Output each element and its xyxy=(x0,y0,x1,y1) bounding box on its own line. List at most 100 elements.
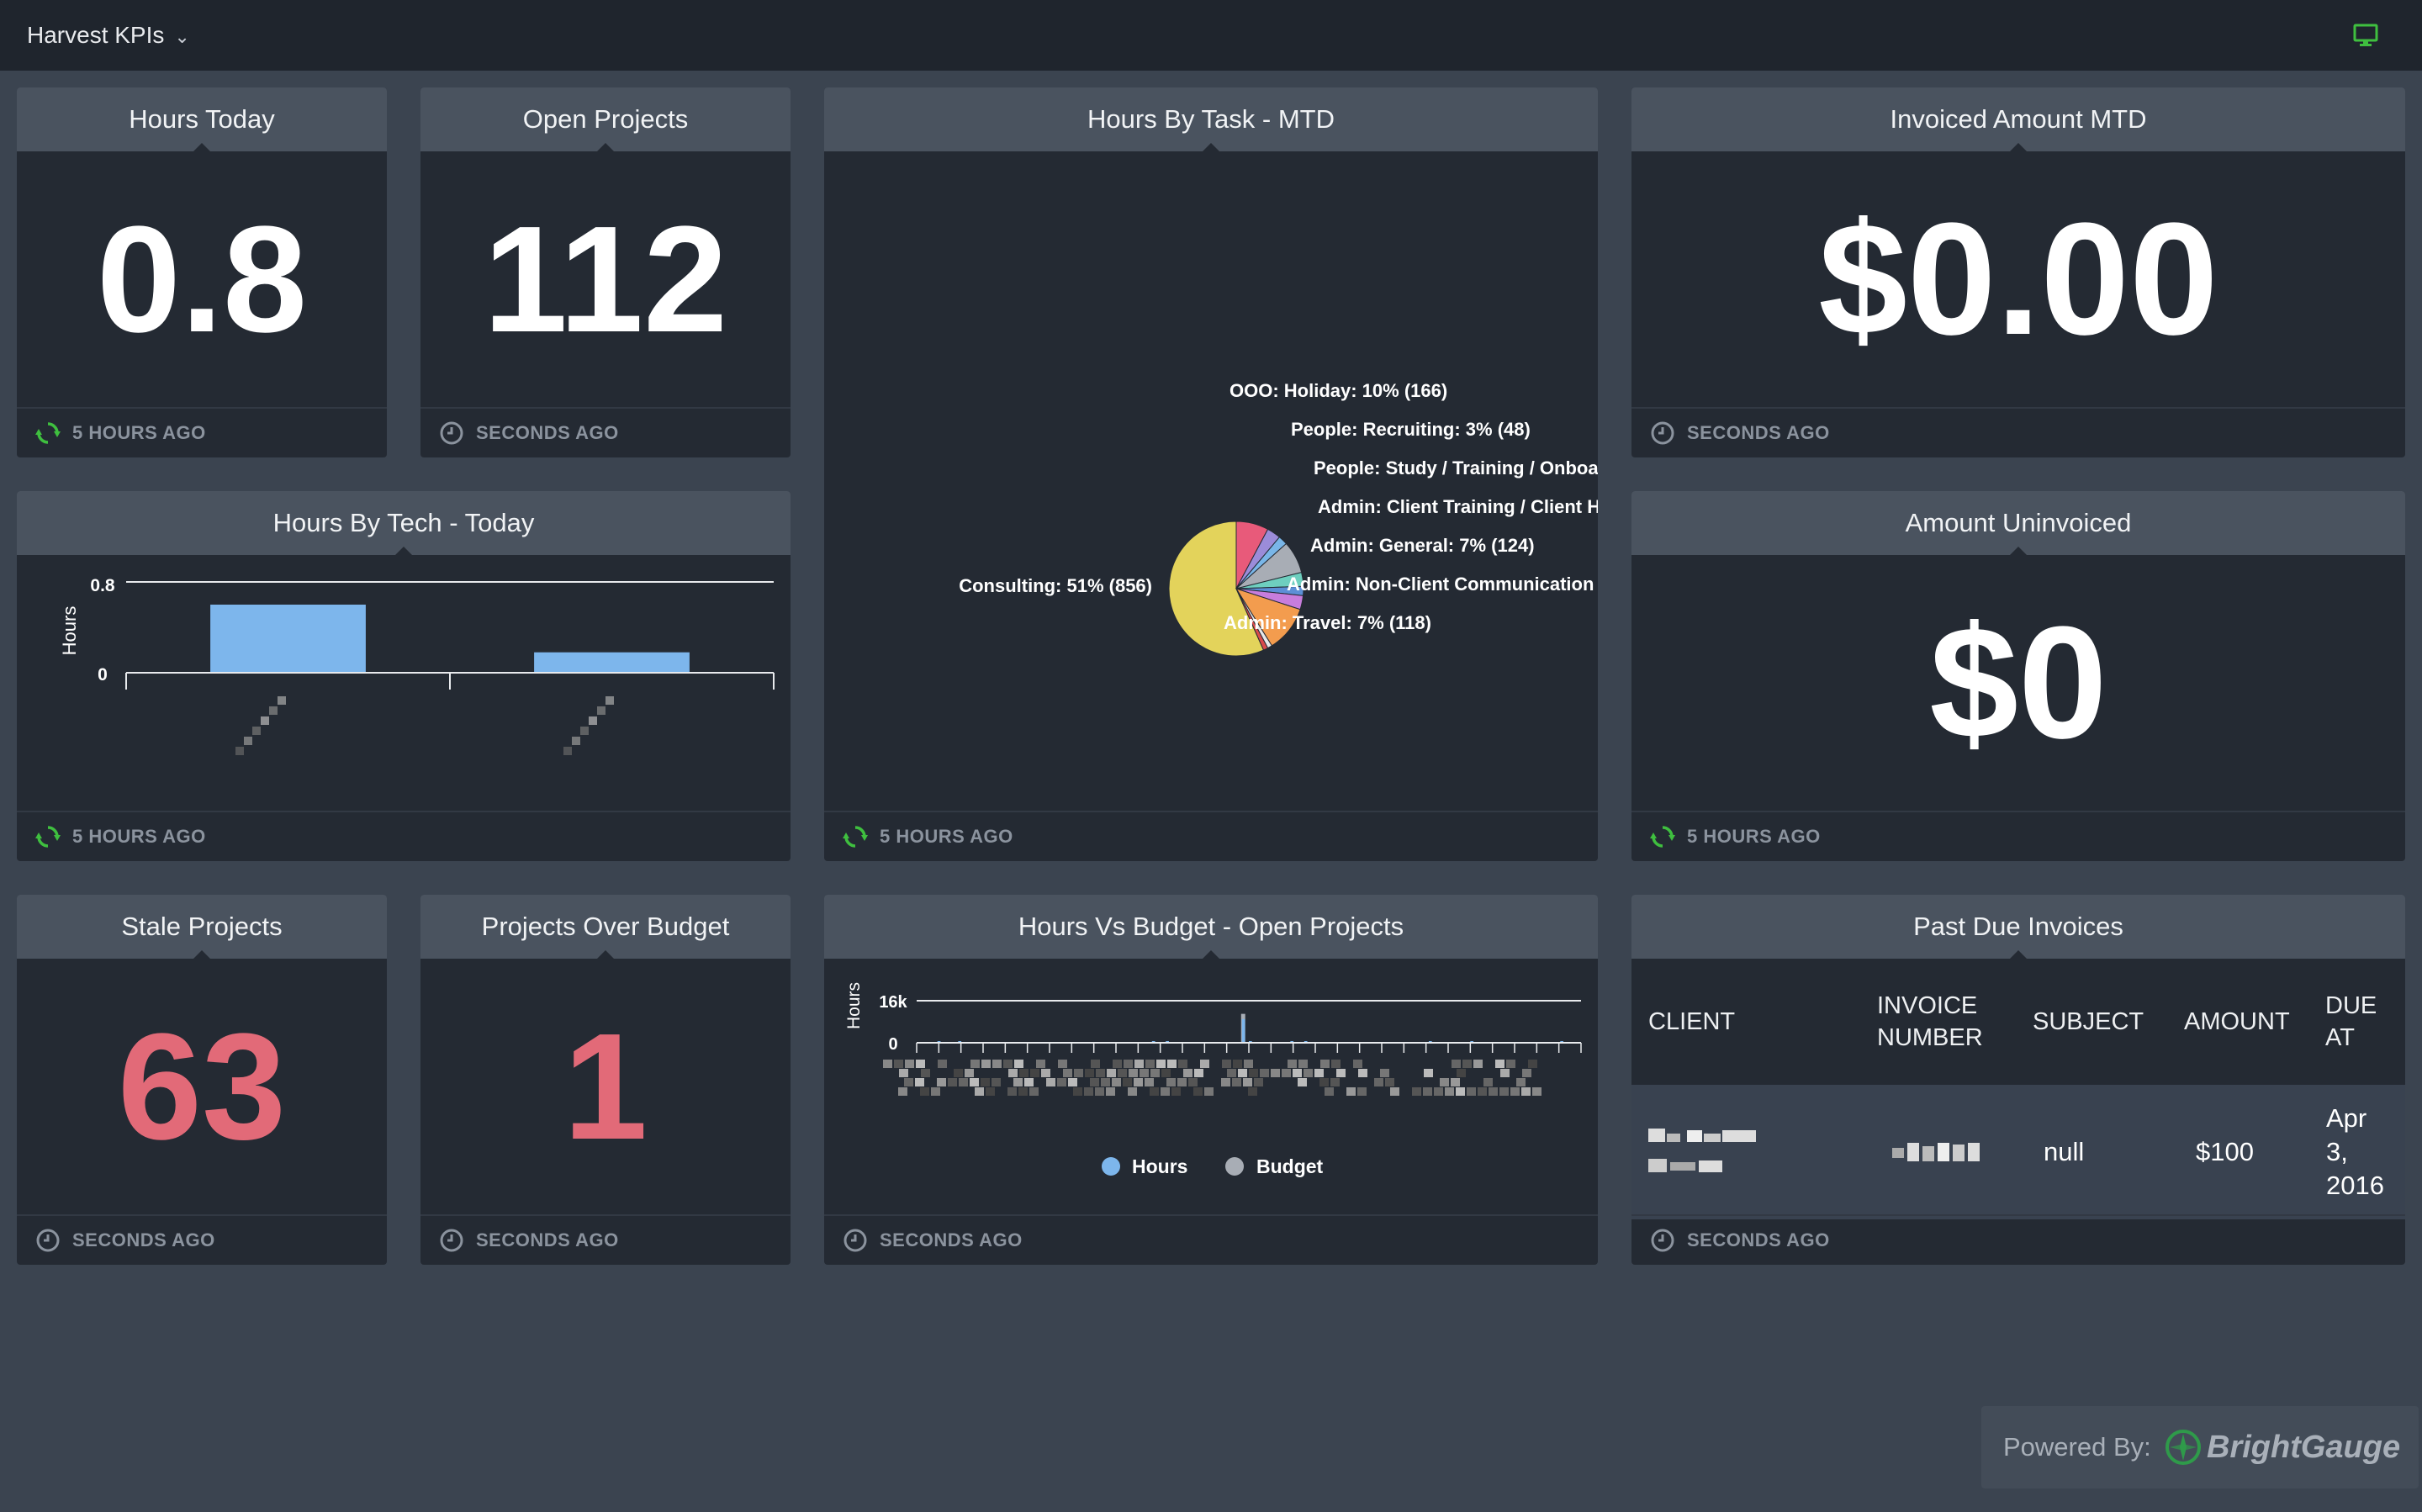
pie-slice[interactable] xyxy=(1168,521,1265,657)
redacted-pixel xyxy=(1013,1078,1023,1086)
redacted-pixel xyxy=(937,1078,946,1086)
redacted-pixel xyxy=(938,1060,947,1068)
widget-footer: SECONDS AGO xyxy=(420,407,791,457)
widget-title: Invoiced Amount MTD xyxy=(1631,87,2405,152)
redacted-pixel xyxy=(1090,1078,1099,1086)
col-client[interactable]: CLIENT xyxy=(1648,1008,1736,1035)
redacted-pixel xyxy=(1495,1060,1504,1068)
clock-icon xyxy=(440,421,463,445)
redacted-pixel xyxy=(981,1078,990,1086)
widget-title: Past Due Invoices xyxy=(1631,895,2405,960)
redacted-pixel xyxy=(1107,1069,1116,1077)
hours-bar[interactable] xyxy=(1241,1018,1245,1043)
redacted-pixel xyxy=(1271,1069,1280,1077)
redacted-pixel xyxy=(1238,1069,1247,1077)
redacted-pixel xyxy=(1193,1087,1203,1096)
col-amount[interactable]: AMOUNT xyxy=(2184,1008,2290,1035)
redacted-pixel xyxy=(1390,1087,1399,1096)
redacted-pixel xyxy=(1113,1060,1122,1068)
clock-icon xyxy=(843,1229,867,1252)
redacted-pixel xyxy=(1096,1069,1105,1077)
redacted-pixel xyxy=(883,1060,892,1068)
redacted-pixel xyxy=(1124,1060,1133,1068)
redacted-pixel xyxy=(1166,1078,1176,1086)
monitor-icon[interactable] xyxy=(2352,22,2379,49)
col-subject[interactable]: SUBJECT xyxy=(2033,1008,2144,1035)
widget-open-projects[interactable]: Open Projects 112 SECONDS AGO xyxy=(420,87,791,457)
redacted-pixel xyxy=(959,1078,968,1086)
col-due-at[interactable]: DUE AT xyxy=(2325,992,2377,1051)
redacted-pixel xyxy=(1254,1078,1263,1086)
widget-invoiced-amount[interactable]: Invoiced Amount MTD $0.00 SECONDS AGO xyxy=(1631,87,2405,457)
widget-stale-projects[interactable]: Stale Projects 63 SECONDS AGO xyxy=(17,895,387,1265)
widget-past-due-invoices[interactable]: Past Due Invoices CLIENT INVOICE NUMBER … xyxy=(1631,895,2405,1265)
redacted-pixel xyxy=(920,1087,929,1096)
redacted-pixel xyxy=(1019,1069,1029,1077)
redacted-pixel xyxy=(904,1078,913,1086)
pie-label-travel: Admin: Travel: 7% (118) xyxy=(1224,612,1431,633)
widget-amount-uninvoiced[interactable]: Amount Uninvoiced $0 5 HOURS AGO xyxy=(1631,491,2405,861)
kpi-value: 0.8 xyxy=(96,194,308,364)
widget-hours-today[interactable]: Hours Today 0.8 5 HOURS AGO xyxy=(17,87,387,457)
redacted-pixel xyxy=(986,1087,995,1096)
redacted-pixel xyxy=(1380,1069,1389,1077)
redacted-pixel xyxy=(1304,1069,1313,1077)
redacted-pixel xyxy=(1331,1060,1341,1068)
y-tick-zero: 0 xyxy=(98,665,108,685)
widget-hours-by-task[interactable]: Hours By Task - MTD Consulting: 51% (856… xyxy=(824,87,1598,861)
table-row[interactable]: null $100 Apr 3, 2016 xyxy=(1631,1085,2405,1219)
updated-time: 5 HOURS AGO xyxy=(1687,826,1821,847)
redacted-pixel xyxy=(915,1078,924,1086)
chevron-down-icon: ⌄ xyxy=(174,26,190,47)
redacted-pixel xyxy=(1129,1069,1138,1077)
col-invoice-number[interactable]: INVOICE NUMBER xyxy=(1877,992,1983,1051)
redacted-pixel xyxy=(1095,1087,1104,1096)
redacted-category-labels xyxy=(883,1060,1542,1096)
redacted-pixel xyxy=(1150,1069,1160,1077)
redacted-pixel xyxy=(1353,1060,1362,1068)
widget-projects-over-budget[interactable]: Projects Over Budget 1 SECONDS AGO xyxy=(420,895,791,1265)
redacted-pixel xyxy=(1171,1087,1181,1096)
bar[interactable] xyxy=(534,652,690,673)
redacted-pixel xyxy=(898,1087,907,1096)
y-axis-label: Hours xyxy=(844,982,864,1029)
legend-hours[interactable]: Hours xyxy=(1132,1155,1187,1177)
kpi-value: $0.00 xyxy=(1818,190,2218,368)
widget-title: Open Projects xyxy=(420,87,791,152)
widget-title: Hours By Tech - Today xyxy=(17,491,791,556)
pie-label-client-training: Admin: Client Training / Client Ha xyxy=(1318,496,1598,517)
legend-budget[interactable]: Budget xyxy=(1256,1155,1324,1177)
redacted-pixel xyxy=(1233,1060,1242,1068)
redacted-pixel xyxy=(1041,1069,1050,1077)
updated-time: 5 HOURS AGO xyxy=(72,422,206,443)
redacted-pixel xyxy=(1167,1060,1177,1068)
widget-hours-by-tech[interactable]: Hours By Tech - Today Hours 0.8 0 5 HOUR xyxy=(17,491,791,861)
updated-time: 5 HOURS AGO xyxy=(72,826,206,847)
redacted-pixel xyxy=(1445,1087,1454,1096)
redacted-pixel xyxy=(1434,1087,1443,1096)
kpi-value: 63 xyxy=(117,1002,287,1171)
pie-slice[interactable] xyxy=(1235,588,1269,651)
redacted-pixel xyxy=(1161,1087,1170,1096)
kpi-value: 112 xyxy=(483,194,728,364)
redacted-pixel xyxy=(1123,1078,1132,1086)
powered-by-badge[interactable]: Powered By: BrightGauge xyxy=(1981,1406,2419,1488)
widget-footer: SECONDS AGO xyxy=(17,1214,387,1265)
cell-subject: null xyxy=(2044,1137,2085,1166)
redacted-pixel xyxy=(1336,1069,1346,1077)
redacted-pixel xyxy=(954,1069,963,1077)
bar[interactable] xyxy=(210,605,366,673)
redacted-pixel xyxy=(1024,1078,1034,1086)
redacted-pixel xyxy=(1462,1060,1472,1068)
redacted-pixel xyxy=(948,1078,957,1086)
redacted-pixel xyxy=(1473,1060,1483,1068)
dashboard-selector[interactable]: Harvest KPIs ⌄ xyxy=(27,0,190,71)
clock-icon xyxy=(1651,421,1674,445)
updated-time: SECONDS AGO xyxy=(72,1229,215,1250)
widget-footer: 5 HOURS AGO xyxy=(17,407,387,457)
clock-icon xyxy=(36,1229,60,1252)
cell-client xyxy=(1648,1085,1850,1219)
redacted-pixel xyxy=(1030,1069,1039,1077)
redacted-pixel xyxy=(1091,1060,1100,1068)
widget-hours-vs-budget[interactable]: Hours Vs Budget - Open Projects Hours 16… xyxy=(824,895,1598,1265)
